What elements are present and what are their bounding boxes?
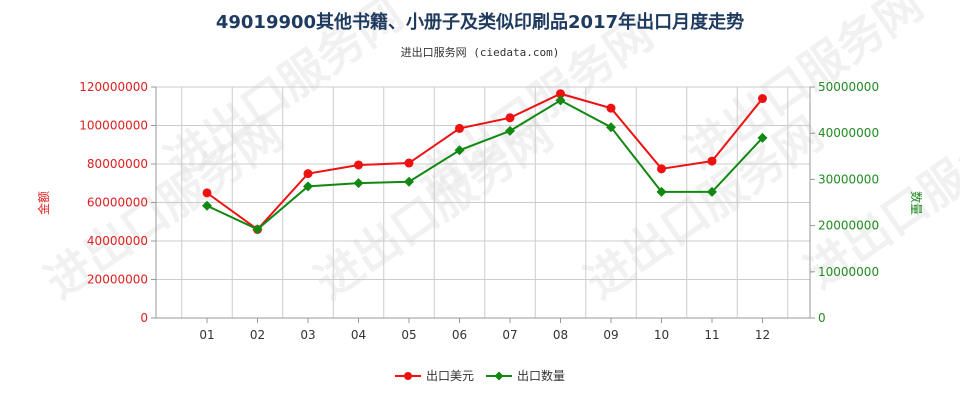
- data-point-series-1[interactable]: [556, 89, 565, 99]
- y-left-tick-label: 0: [140, 311, 148, 325]
- x-tick-label: 05: [401, 328, 416, 342]
- data-point-series-1[interactable]: [202, 188, 212, 198]
- series-layer: [202, 89, 768, 235]
- x-tick-label: 06: [452, 328, 467, 342]
- x-tick-label: 02: [250, 328, 265, 342]
- x-tick-label: 01: [199, 328, 214, 342]
- x-tick-label: 03: [300, 328, 315, 342]
- y-right-tick-label: 50000000: [818, 80, 879, 94]
- y-left-tick-label: 100000000: [79, 119, 148, 133]
- legend-label-2[interactable]: 出口数量: [517, 368, 565, 383]
- data-point-series-1[interactable]: [707, 156, 717, 166]
- legend[interactable]: 出口美元 出口数量: [395, 368, 565, 383]
- x-tick-label: 10: [654, 328, 669, 342]
- y-right-tick-label: 0: [818, 311, 826, 325]
- chart-title: 49019900其他书籍、小册子及类似印刷品2017年出口月度走势: [216, 11, 744, 33]
- legend-marker-diamond: [494, 371, 504, 381]
- watermark-text: 进出口服务网: [405, 6, 662, 209]
- legend-label-1[interactable]: 出口美元: [426, 369, 474, 383]
- data-point-series-2[interactable]: [757, 132, 768, 143]
- y-left-tick-label: 40000000: [87, 234, 148, 248]
- data-point-series-2[interactable]: [656, 186, 667, 197]
- y-left-tick-label: 120000000: [79, 80, 148, 94]
- y-right-tick-label: 20000000: [818, 219, 879, 233]
- data-point-series-2[interactable]: [353, 178, 364, 189]
- y-left-tick-label: 60000000: [87, 196, 148, 210]
- y-left-tick-label: 80000000: [87, 157, 148, 171]
- data-point-series-2[interactable]: [303, 181, 313, 192]
- data-point-series-2[interactable]: [606, 122, 616, 133]
- x-tick-label: 08: [553, 328, 568, 342]
- data-point-series-1[interactable]: [303, 169, 313, 179]
- data-point-series-1[interactable]: [455, 123, 464, 133]
- data-point-series-1[interactable]: [354, 160, 363, 170]
- data-point-series-2[interactable]: [252, 224, 263, 235]
- chart-subtitle: 进出口服务网 (ciedata.com): [401, 45, 560, 59]
- x-tick-label: 04: [351, 328, 366, 342]
- data-point-series-1[interactable]: [404, 158, 414, 168]
- data-point-series-2[interactable]: [555, 95, 566, 106]
- series-line-1: [206, 92, 764, 231]
- y-axis-left-title: 金额: [36, 191, 51, 215]
- y-axis-right-title: 数量: [909, 191, 924, 215]
- x-tick-label: 09: [603, 328, 618, 342]
- y-right-tick-label: 30000000: [818, 172, 879, 186]
- data-point-series-2[interactable]: [707, 186, 717, 197]
- x-tick-label: 11: [704, 328, 719, 342]
- legend-marker-circle: [404, 372, 412, 380]
- data-point-series-2[interactable]: [404, 176, 414, 187]
- x-tick-label: 07: [502, 328, 517, 342]
- y-right-tick-label: 40000000: [818, 126, 879, 140]
- y-left-tick-label: 20000000: [87, 273, 148, 287]
- data-point-series-1[interactable]: [657, 164, 666, 174]
- data-point-series-2[interactable]: [202, 200, 212, 211]
- axes: 0 20000000 40000000 60000000 80000000 1000000…: [79, 80, 879, 342]
- data-point-series-2[interactable]: [505, 125, 515, 136]
- data-point-series-2[interactable]: [454, 145, 465, 156]
- series-line-2: [206, 99, 764, 231]
- data-point-series-1[interactable]: [606, 103, 616, 113]
- y-right-tick-label: 10000000: [818, 265, 879, 279]
- data-point-series-1[interactable]: [758, 94, 767, 104]
- x-tick-label: 12: [755, 328, 770, 342]
- data-point-series-1[interactable]: [505, 113, 515, 123]
